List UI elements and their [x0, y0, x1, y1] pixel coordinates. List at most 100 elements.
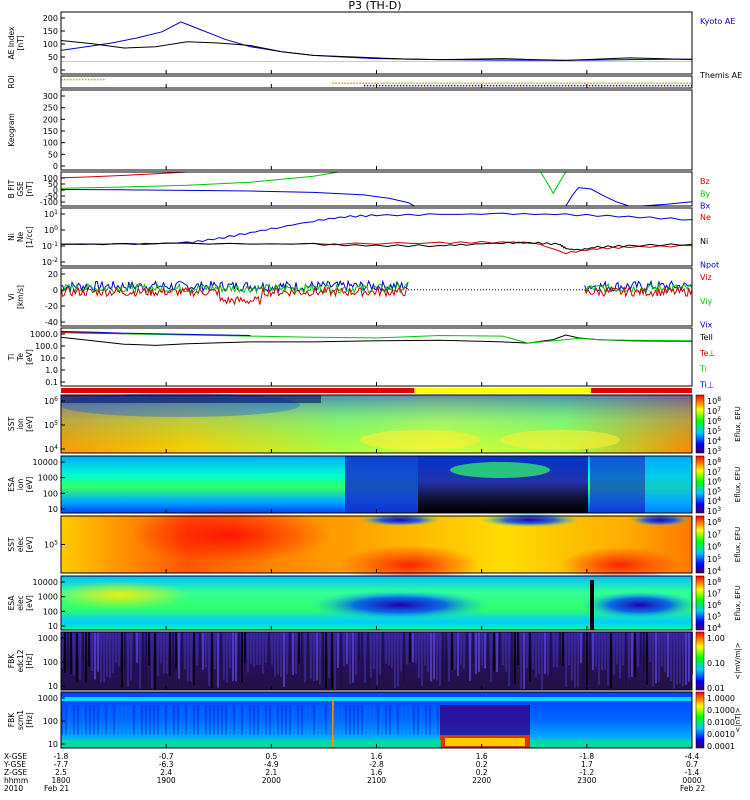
fbk-scm1-spectrogram	[61, 692, 692, 748]
fbk-edc12-stripe	[352, 632, 354, 683]
series-line-temperature-ti	[60, 331, 693, 344]
fbk-edc12-stripe	[61, 632, 63, 669]
y-tick-label-bfit: 50	[48, 180, 58, 189]
fbk-edc12-stripe	[622, 632, 624, 666]
ephemeris-value: 1.6	[371, 768, 383, 777]
colorbar-tick-sst-ion: 108	[707, 396, 721, 406]
fbk-edc12-stripe	[415, 632, 417, 664]
fbk-edc12-stripe	[442, 632, 444, 688]
fbk-edc12-stripe	[343, 632, 345, 667]
fbk-edc12-stripe	[613, 632, 615, 676]
fbk-edc12-stripe	[616, 632, 618, 665]
ephemeris-value: -6.3	[159, 760, 174, 769]
y-tick-label-ae: 100	[43, 40, 58, 49]
ephemeris-value: 0.2	[476, 760, 488, 769]
y-tick-label-bfit: 100	[43, 174, 58, 183]
fbk-edc12-stripe	[406, 632, 408, 665]
series-line-velocity-viz	[60, 285, 409, 306]
fbk-edc12-stripe	[220, 632, 222, 666]
fbk-edc12-stripe	[166, 632, 168, 674]
fbk-scm1-stripe	[237, 705, 239, 735]
ephemeris-value: -1.8	[580, 752, 595, 761]
legend-temperature-0: Tell	[699, 333, 713, 342]
mode-bar-segment	[414, 388, 592, 393]
panel-label-sst-ion: ion	[16, 418, 25, 430]
ephemeris-value: -7.7	[54, 760, 69, 769]
fbk-edc12-stripe	[685, 632, 687, 686]
fbk-edc12-stripe	[559, 632, 561, 665]
fbk-scm1-stripe	[281, 705, 283, 735]
fbk-edc12-stripe	[349, 632, 351, 684]
series-line-velocity-vix	[60, 279, 409, 293]
fbk-scm1-stripe	[149, 705, 151, 735]
ephemeris-value: 1.6	[476, 752, 488, 761]
sst-ion-spectrogram	[60, 393, 692, 453]
fbk-edc12-stripe	[418, 632, 420, 679]
fbk-edc12-stripe	[568, 632, 570, 666]
fbk-edc12-stripe	[574, 632, 576, 688]
fbk-scm1-stripe	[85, 705, 87, 735]
series-line-bfit-by	[60, 171, 339, 189]
fbk-edc12-stripe	[625, 632, 627, 687]
y-tick-label-keogram: 50	[48, 150, 58, 159]
legend-density-1: Ni	[700, 237, 708, 246]
fbk-edc12-stripe	[361, 632, 363, 665]
fbk-scm1-stripe	[305, 705, 307, 735]
esa-elec-spectrogram	[50, 576, 700, 630]
fbk-edc12-stripe	[493, 632, 495, 672]
ephemeris-value: -1.8	[54, 752, 69, 761]
y-tick-label-temperature: 1000.0	[30, 330, 58, 339]
fbk-edc12-stripe	[529, 632, 531, 682]
ephemeris-value: 2200	[472, 776, 491, 785]
fbk-edc12-stripe	[85, 632, 87, 683]
mode-bar-segment	[591, 388, 692, 393]
fbk-edc12-stripe	[265, 632, 267, 664]
fbk-edc12-stripe	[502, 632, 504, 665]
fbk-edc12-stripe	[247, 632, 249, 673]
ephemeris-value: 0.7	[686, 760, 698, 769]
fbk-scm1-stripe	[389, 705, 391, 735]
fbk-edc12-stripe	[217, 632, 219, 688]
fbk-edc12-stripe	[556, 632, 558, 668]
y-tick-label-temperature: 10.0	[40, 354, 58, 363]
fbk-scm1-stripe	[65, 705, 67, 735]
colorbar-fbk-scm1	[695, 691, 705, 749]
panel-label-sst-elec: SST	[7, 537, 16, 552]
colorbar-tick-sst-elec: 105	[707, 554, 721, 564]
fbk-scm1-stripe	[125, 705, 127, 735]
fbk-edc12-stripe	[433, 632, 435, 680]
fbk-edc12-stripe	[553, 632, 555, 668]
fbk-scm1-stripe	[393, 705, 395, 735]
fbk-edc12-stripe	[445, 632, 447, 687]
fbk-edc12-stripe	[658, 632, 660, 683]
y-tick-label-ae: 50	[48, 53, 58, 62]
fbk-edc12-stripe	[649, 632, 651, 663]
panel-frame-bfit	[60, 171, 693, 207]
series-line-velocity-viz	[584, 285, 693, 298]
colorbar-esa-elec	[695, 575, 705, 631]
legend-ae-0: Kyoto AE	[700, 17, 735, 26]
y-tick-label-esa-elec: 10	[48, 622, 58, 631]
ephemeris-value: -0.7	[159, 752, 174, 761]
fbk-edc12-stripe	[637, 632, 639, 668]
fbk-edc12-stripe	[70, 632, 72, 675]
ephemeris-value: 2000	[262, 776, 281, 785]
fbk-edc12-stripe	[253, 632, 255, 668]
panel-frame-keogram	[60, 89, 693, 171]
fbk-scm1-stripe	[61, 705, 63, 735]
fbk-edc12-stripe	[328, 632, 330, 678]
fbk-scm1-stripe	[345, 705, 347, 735]
fbk-scm1-stripe	[217, 705, 219, 735]
fbk-scm1-stripe	[253, 705, 255, 735]
fbk-edc12-stripe	[82, 632, 84, 663]
fbk-scm1-stripe	[141, 705, 143, 735]
fbk-edc12-stripe	[202, 632, 204, 670]
panel-frame-temperature	[60, 327, 693, 387]
fbk-edc12-stripe	[100, 632, 102, 683]
fbk-edc12-stripe	[277, 632, 279, 675]
y-tick-label-ae: 200	[43, 14, 58, 23]
fbk-scm1-stripe	[73, 705, 75, 735]
fbk-edc12-stripe	[628, 632, 630, 678]
colorbar-tick-sst-ion: 103	[707, 446, 721, 456]
